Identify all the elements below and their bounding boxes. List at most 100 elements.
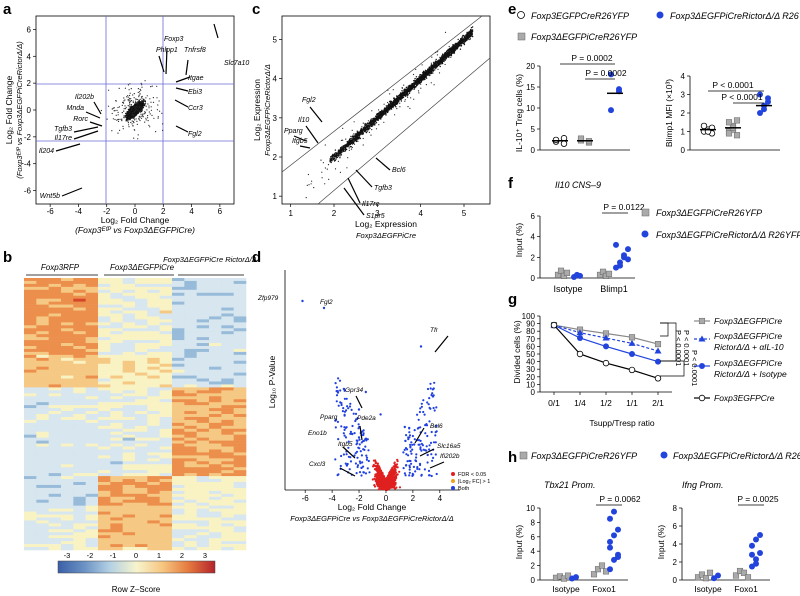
panel-b-heatmap-cell (159, 399, 173, 403)
panel-b-heatmap-cell (122, 490, 136, 495)
panel-b-heatmap-cell (196, 505, 210, 509)
panel-b-heatmap-cell (48, 496, 62, 501)
panel-b-heatmap-cell (135, 357, 148, 362)
panel-b-heatmap-cell (48, 532, 62, 536)
panel-b-heatmap-cell (196, 346, 210, 350)
panel-b-heatmap-cell (110, 484, 123, 489)
panel-b-heatmap-cell (61, 541, 74, 545)
panel-b-heatmap-cell (85, 340, 99, 344)
panel-b-heatmap-cell (73, 487, 86, 492)
panel-b-heatmap-cell (196, 520, 210, 524)
panel-a-xtick-label: -6 (47, 207, 55, 216)
panel-b-heatmap-cell (85, 502, 99, 506)
panel-b-heatmap-cell (159, 357, 173, 362)
panel-a-point (161, 112, 163, 114)
panel-b-heatmap-cell (233, 526, 247, 530)
panel-b-heatmap-cell (196, 283, 210, 288)
panel-b-heatmap-cell (209, 292, 222, 297)
panel-b-heatmap-cell (24, 289, 37, 294)
panel-b-heatmap-cell (159, 354, 173, 359)
panel-b-heatmap-cell (184, 535, 197, 539)
panel-a-point (153, 117, 155, 119)
panel-b-heatmap-cell (135, 467, 148, 471)
panel-b-heatmap-cell (98, 298, 111, 302)
panel-b-heatmap-cell (98, 363, 111, 367)
panel-b-heatmap-cell (135, 493, 148, 498)
panel-a-point (133, 113, 135, 116)
panel-b-heatmap-cell (184, 348, 197, 353)
panel-b-heatmap-cell (73, 508, 86, 512)
panel-b-heatmap-cell (36, 310, 49, 314)
panel-a-gene-arrow (73, 130, 99, 140)
panel-b-heatmap-cell (147, 529, 160, 533)
panel-b-heatmap-cell (61, 313, 74, 317)
panel-a-point (137, 138, 139, 140)
panel-b-heatmap-cell (147, 496, 160, 501)
panel-b-heatmap-cell (85, 283, 99, 288)
panel-b-heatmap-cell (221, 535, 234, 539)
panel-c-point (414, 77, 416, 80)
panel-b-heatmap-cell (196, 523, 210, 527)
panel-b-heatmap-cell (48, 286, 62, 291)
panel-a-point (140, 113, 142, 115)
panel-b-heatmap-cell (184, 363, 197, 367)
panel-b-heatmap-cell (48, 328, 62, 332)
panel-b-heatmap-cell (147, 316, 160, 320)
panel-b-heatmap-cell (98, 476, 111, 480)
panel-a-point (155, 131, 157, 133)
panel-b-heatmap-cell (233, 393, 247, 397)
panel-a-ylabel-2: (Foxp3ᴱᶠᴾ vs Foxp3ΔEGFPiCreRictorΔ/Δ) (15, 41, 24, 179)
panel-b-heatmap-cell (122, 484, 136, 489)
panel-b-heatmap-cell (233, 348, 247, 353)
panel-b-heatmap-cell (233, 405, 247, 409)
panel-b-heatmap-cell (85, 301, 99, 305)
panel-b-heatmap-cell (184, 520, 197, 524)
panel-b-heatmap-cell (36, 278, 49, 282)
panel-b-heatmap-cell (233, 346, 247, 350)
panel-b-heatmap-cell (147, 547, 160, 551)
panel-a-point (134, 129, 136, 131)
panel-b-heatmap-cell (110, 375, 123, 379)
panel-b-heatmap-cell (159, 520, 173, 524)
panel-b-heatmap-cell (172, 493, 185, 498)
panel-b-heatmap-cell (73, 304, 86, 308)
panel-b-heatmap-cell (98, 292, 111, 297)
panel-b-heatmap-cell (184, 384, 197, 388)
panel-b-heatmap-cell (36, 289, 49, 294)
panel-b-heatmap-cell (24, 544, 37, 548)
panel-b-heatmap-cell (36, 425, 49, 430)
panel-a-point (132, 117, 135, 119)
panel-b-heatmap-cell (184, 351, 197, 356)
panel-b-heatmap-cell (184, 452, 197, 456)
panel-b-heatmap-cell (184, 443, 197, 447)
panel-b-heatmap-cell (233, 541, 247, 545)
panel-b-heatmap-cell (48, 301, 62, 305)
panel-b-heatmap-cell (61, 514, 74, 518)
panel-b-heatmap-cell (73, 340, 86, 344)
panel-b-heatmap-cell (135, 289, 148, 294)
panel-b-heatmap-cell (172, 511, 185, 515)
panel-b-heatmap-cell (233, 505, 247, 509)
panel-a-gene-label: Phlpp1 (156, 47, 178, 54)
panel-b-heatmap-cell (85, 313, 99, 317)
panel-b-heatmap-cell (85, 425, 99, 430)
panel-a-point (123, 108, 125, 110)
panel-b-heatmap-cell (73, 517, 86, 521)
panel-b-heatmap-cell (209, 535, 222, 539)
panel-b-heatmap-cell (73, 499, 86, 503)
panel-a-point (138, 100, 140, 102)
panel-b-heatmap-cell (98, 535, 111, 539)
panel-b-heatmap-cell (36, 372, 49, 376)
panel-b-heatmap-cell (48, 357, 62, 362)
panel-b-heatmap-cell (85, 384, 99, 388)
panel-b-heatmap-cell (184, 416, 197, 421)
panel-b-heatmap-cell (184, 316, 197, 320)
panel-b-heatmap-cell (24, 526, 37, 530)
panel-a-point (128, 106, 130, 108)
panel-b-heatmap-cell (110, 408, 123, 412)
panel-b-heatmap-cell (110, 313, 123, 317)
panel-b-heatmap-cell (110, 372, 123, 376)
panel-b-heatmap-cell (110, 547, 123, 551)
panel-b-heatmap-cell (172, 476, 185, 480)
panel-b-heatmap-cell (221, 425, 234, 430)
